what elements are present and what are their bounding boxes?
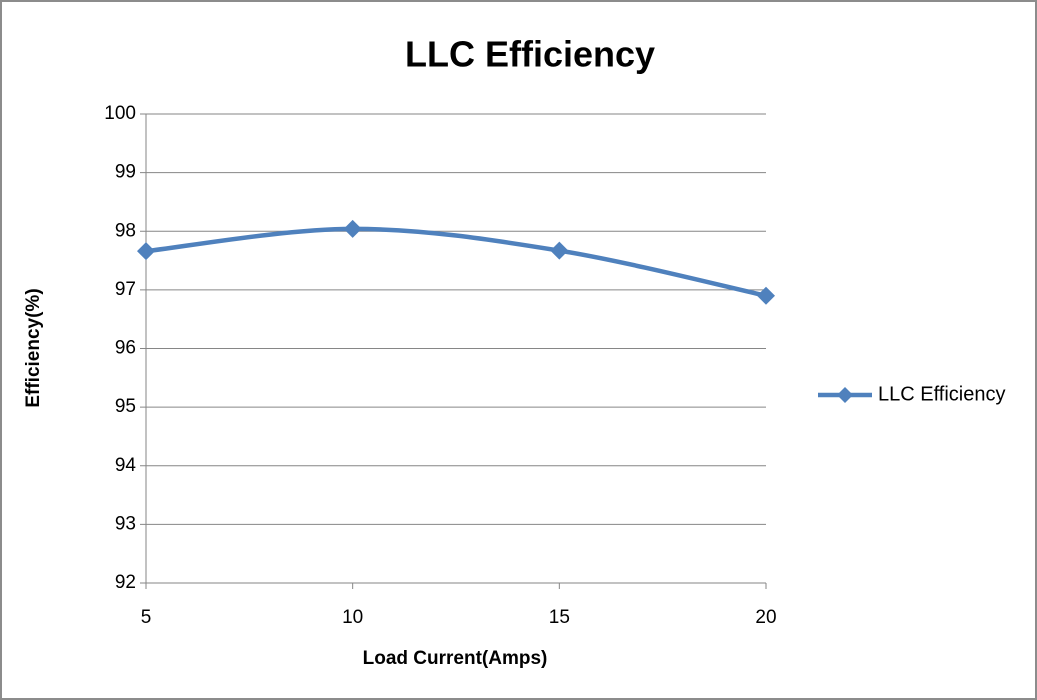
chart-title: LLC Efficiency xyxy=(405,34,655,75)
y-tick-label: 96 xyxy=(115,338,136,359)
y-tick-label: 98 xyxy=(115,220,136,241)
legend-label: LLC Efficiency xyxy=(878,383,1005,405)
y-tick-label: 97 xyxy=(115,279,136,300)
x-tick-label: 10 xyxy=(342,607,363,628)
x-axis-label: Load Current(Amps) xyxy=(363,648,548,669)
y-tick-label: 100 xyxy=(104,103,136,124)
point-marker xyxy=(343,219,362,238)
series-line xyxy=(145,226,767,298)
y-axis-label: Efficiency(%) xyxy=(23,288,44,407)
legend-marker xyxy=(837,387,853,403)
x-tick-label: 20 xyxy=(755,607,776,628)
point-marker xyxy=(550,241,569,260)
x-tick-label: 15 xyxy=(549,607,570,628)
y-tick-label: 93 xyxy=(115,513,136,534)
x-tick-label: 5 xyxy=(141,607,152,628)
point-marker xyxy=(757,286,775,305)
y-tick-label: 92 xyxy=(115,572,136,593)
y-tick-label: 94 xyxy=(115,455,137,476)
y-tick-label: 95 xyxy=(115,396,136,417)
point-marker xyxy=(137,242,155,261)
y-tick-label: 99 xyxy=(115,162,136,183)
